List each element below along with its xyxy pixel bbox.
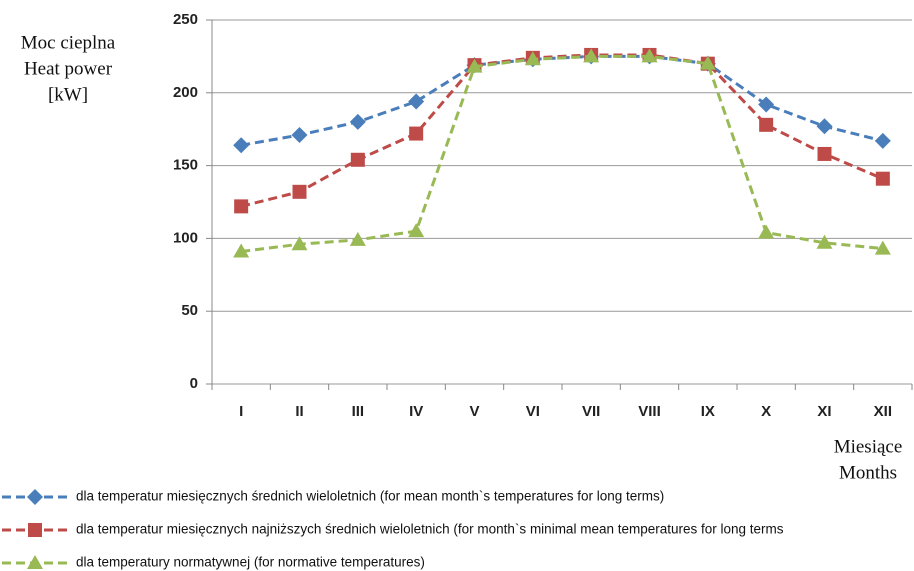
marker bbox=[408, 223, 425, 238]
marker bbox=[350, 152, 365, 167]
x-tick-label: IX bbox=[701, 403, 715, 420]
y-axis-label: Heat power bbox=[24, 58, 113, 79]
marker bbox=[641, 48, 658, 63]
legend-marker bbox=[27, 489, 43, 505]
marker bbox=[758, 96, 775, 113]
x-tick-label: I bbox=[239, 403, 243, 420]
marker bbox=[758, 224, 775, 239]
x-tick-label: VI bbox=[526, 403, 540, 420]
x-tick-label: VII bbox=[582, 403, 600, 420]
legend-marker bbox=[27, 555, 43, 569]
marker bbox=[816, 118, 833, 135]
marker bbox=[699, 55, 716, 70]
marker bbox=[234, 199, 249, 214]
marker bbox=[292, 184, 307, 199]
marker bbox=[409, 126, 424, 141]
marker bbox=[349, 113, 366, 130]
marker bbox=[524, 51, 541, 66]
line bbox=[240, 53, 884, 208]
y-axis-label: [kW] bbox=[48, 84, 88, 105]
y-tick-label: 50 bbox=[181, 302, 198, 319]
x-tick-label: X bbox=[761, 403, 771, 420]
marker bbox=[875, 171, 890, 186]
y-tick-label: 250 bbox=[173, 11, 198, 28]
x-tick-label: VIII bbox=[638, 403, 661, 420]
y-tick-label: 200 bbox=[173, 84, 198, 101]
y-tick-label: 150 bbox=[173, 157, 198, 174]
x-tick-label: XI bbox=[817, 403, 831, 420]
marker bbox=[291, 236, 308, 251]
legend-label: dla temperatur miesięcznych średnich wie… bbox=[76, 489, 664, 504]
marker bbox=[874, 240, 891, 255]
x-axis-label: Miesiące bbox=[834, 436, 903, 457]
marker bbox=[408, 93, 425, 110]
y-tick-label: 100 bbox=[173, 229, 198, 246]
marker bbox=[816, 234, 833, 249]
y-axis-label: Moc cieplna bbox=[21, 32, 116, 53]
marker bbox=[349, 231, 366, 246]
legend-marker bbox=[28, 523, 42, 537]
x-axis-label: Months bbox=[839, 462, 897, 483]
marker bbox=[291, 127, 308, 144]
marker bbox=[759, 117, 774, 132]
legend-label: dla temperatury normatywnej (for normati… bbox=[76, 555, 425, 570]
x-tick-label: II bbox=[295, 403, 303, 420]
marker bbox=[233, 137, 250, 154]
x-tick-label: XII bbox=[874, 403, 892, 420]
legend-label: dla temperatur miesięcznych najniższych … bbox=[76, 522, 784, 537]
x-tick-label: V bbox=[469, 403, 479, 420]
marker bbox=[466, 58, 483, 73]
y-tick-label: 0 bbox=[190, 375, 198, 392]
x-tick-label: IV bbox=[409, 403, 423, 420]
marker bbox=[233, 243, 250, 258]
line bbox=[240, 54, 884, 147]
marker bbox=[874, 132, 891, 149]
marker bbox=[817, 146, 832, 161]
x-tick-label: III bbox=[352, 403, 365, 420]
marker bbox=[583, 48, 600, 63]
line bbox=[240, 54, 883, 253]
